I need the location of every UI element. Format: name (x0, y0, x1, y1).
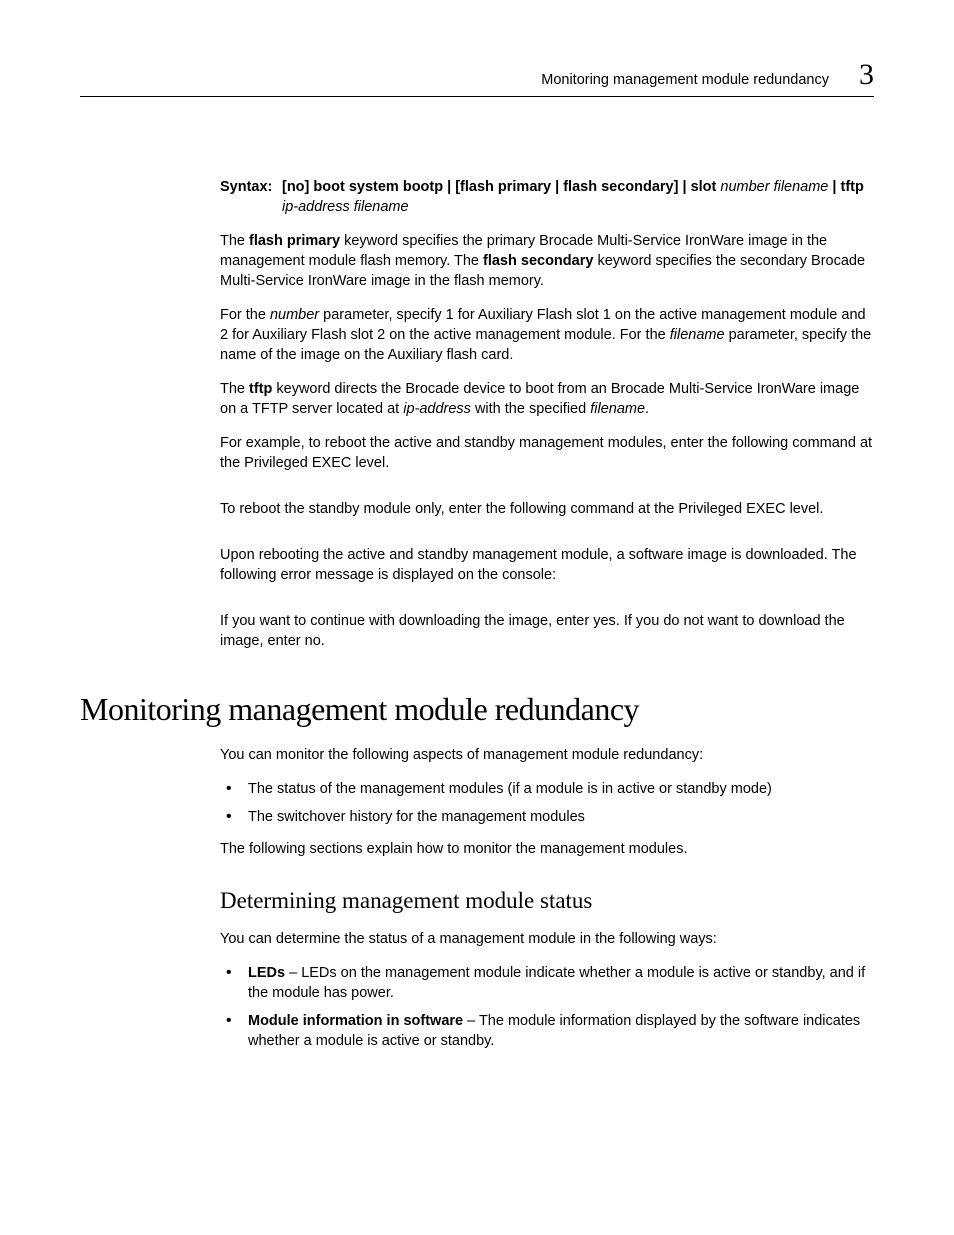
subsection-heading: Determining management module status (220, 885, 874, 917)
syntax-label: Syntax: (220, 177, 282, 217)
chapter-number: 3 (859, 60, 874, 90)
running-header: Monitoring management module redundancy … (80, 60, 874, 90)
paragraph: The tftp keyword directs the Brocade dev… (220, 379, 874, 419)
list-item: Module information in software – The mod… (220, 1011, 874, 1051)
paragraph: The following sections explain how to mo… (220, 839, 874, 859)
paragraph: You can determine the status of a manage… (220, 929, 874, 949)
bullet-list: The status of the management modules (if… (220, 779, 874, 827)
running-title: Monitoring management module redundancy (541, 70, 829, 90)
syntax-arg2: ip-address filename (282, 199, 409, 215)
header-rule (80, 96, 874, 97)
paragraph: To reboot the standby module only, enter… (220, 499, 874, 519)
syntax-cmd: [no] boot system bootp | [flash primary … (282, 179, 720, 195)
body-column: Syntax: [no] boot system bootp | [flash … (220, 177, 874, 651)
body-column: You can monitor the following aspects of… (220, 745, 874, 1051)
syntax-cmd-tail: | tftp (828, 179, 863, 195)
paragraph: For example, to reboot the active and st… (220, 433, 874, 473)
section-heading: Monitoring management module redundancy (80, 687, 874, 731)
syntax-block: Syntax: [no] boot system bootp | [flash … (220, 177, 874, 217)
paragraph: For the number parameter, specify 1 for … (220, 305, 874, 365)
paragraph: The flash primary keyword specifies the … (220, 231, 874, 291)
syntax-body: [no] boot system bootp | [flash primary … (282, 177, 874, 217)
paragraph: If you want to continue with downloading… (220, 611, 874, 651)
paragraph: You can monitor the following aspects of… (220, 745, 874, 765)
list-item: The status of the management modules (if… (220, 779, 874, 799)
syntax-arg: number filename (720, 179, 828, 195)
bullet-list: LEDs – LEDs on the management module ind… (220, 963, 874, 1051)
paragraph: Upon rebooting the active and standby ma… (220, 545, 874, 585)
list-item: LEDs – LEDs on the management module ind… (220, 963, 874, 1003)
list-item: The switchover history for the managemen… (220, 807, 874, 827)
page: Monitoring management module redundancy … (0, 0, 954, 1235)
